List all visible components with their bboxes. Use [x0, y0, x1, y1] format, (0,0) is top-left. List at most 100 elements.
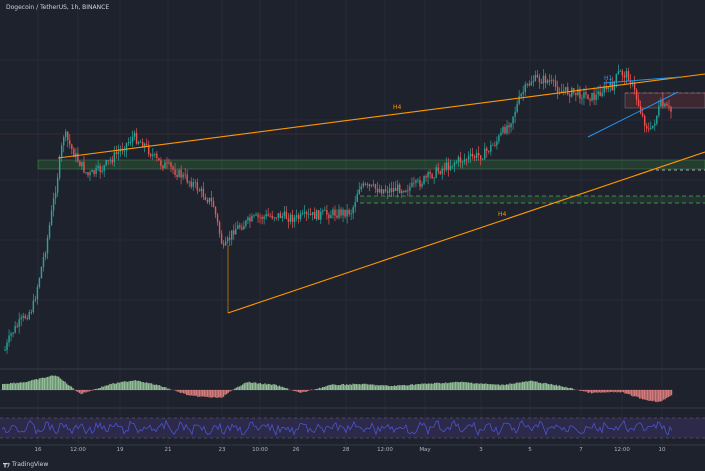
candle-body — [536, 74, 539, 78]
osc-bar — [214, 390, 217, 398]
candle-body — [348, 210, 350, 215]
osc-bar — [405, 385, 407, 390]
osc-bar — [251, 383, 253, 390]
osc-bar — [5, 383, 7, 390]
candle-body — [295, 215, 298, 218]
candle-body — [601, 92, 603, 97]
candle-body — [87, 172, 89, 176]
osc-bar — [549, 384, 551, 390]
candle-body — [154, 153, 156, 155]
candle-body — [619, 70, 622, 72]
upper-trendline-label[interactable]: H4 — [393, 104, 402, 111]
osc-bar — [112, 383, 114, 390]
upper-trendline[interactable] — [57, 73, 705, 159]
candle-body — [158, 158, 160, 161]
candle-body — [34, 299, 37, 301]
channel-label[interactable]: H1 — [604, 75, 613, 82]
candle-body — [52, 198, 55, 211]
osc-bar — [130, 380, 132, 390]
osc-bar — [80, 390, 82, 395]
candle-body — [364, 183, 367, 185]
candle-body — [26, 318, 28, 319]
osc-bar — [258, 383, 260, 390]
osc-bar — [139, 381, 141, 390]
osc-bar — [208, 390, 210, 398]
osc-bar — [507, 384, 509, 390]
drawings[interactable]: H4 H4 H1 — [57, 73, 705, 314]
candle-body — [190, 181, 192, 187]
osc-bar — [530, 380, 532, 390]
osc-bar — [381, 385, 383, 390]
candle-body — [585, 92, 587, 95]
lower-trendline-label[interactable]: H4 — [498, 211, 507, 218]
osc-bar — [21, 382, 23, 390]
osc-bar — [402, 385, 404, 390]
osc-bar — [109, 383, 111, 390]
candle-body — [107, 160, 109, 162]
candle-body — [595, 94, 597, 100]
osc-bar — [40, 377, 42, 390]
candle-body — [257, 214, 259, 218]
osc-bar — [328, 384, 330, 390]
osc-bar — [634, 390, 636, 397]
candle-body — [113, 152, 116, 163]
channel-line-lower[interactable] — [587, 91, 679, 138]
osc-bar — [637, 390, 639, 397]
osc-bar — [298, 390, 300, 393]
osc-bar — [157, 385, 159, 390]
osc-bar — [59, 378, 61, 390]
osc-bar — [26, 382, 28, 390]
osc-bar — [150, 383, 153, 390]
candle-body — [431, 174, 433, 178]
candle-body — [411, 182, 413, 187]
osc-bar — [483, 383, 485, 390]
candle-body — [289, 214, 292, 222]
candle-body — [259, 217, 261, 218]
candle-body — [83, 161, 85, 173]
candle-body — [512, 116, 514, 124]
candle-body — [360, 186, 362, 190]
osc-bar — [482, 383, 484, 390]
osc-bar — [70, 386, 73, 390]
tradingview-brand[interactable]: TradingView — [3, 461, 48, 468]
osc-bar — [261, 384, 263, 390]
lower-trendline[interactable] — [227, 151, 705, 314]
osc-bar — [486, 383, 489, 390]
osc-bar — [459, 382, 461, 390]
osc-bar — [600, 390, 602, 393]
osc-bar — [8, 383, 10, 390]
osc-bar — [315, 388, 317, 390]
osc-bar — [517, 382, 519, 390]
osc-bar — [278, 385, 281, 390]
candle-body — [492, 144, 494, 146]
osc-bar — [104, 385, 106, 390]
candle-body — [172, 166, 174, 170]
x-axis: 16 12:00 19 21 23 10:00 26 28 12:00 May 3 5 7 12:00 10 — [35, 447, 666, 453]
candle-body — [202, 188, 205, 197]
osc-bar — [518, 382, 521, 390]
candle-body — [463, 159, 466, 162]
osc-bar — [165, 387, 167, 390]
candle-body — [544, 75, 547, 83]
candle-body — [500, 132, 502, 136]
candle-body — [216, 214, 219, 223]
candle-body — [546, 80, 549, 83]
candle-body — [42, 257, 45, 267]
symbol-title[interactable]: Dogecoin / TetherUS, 1h, BINANCE — [6, 4, 110, 11]
candle-body — [550, 80, 553, 82]
osc-bar — [318, 387, 321, 390]
osc-bar — [286, 388, 289, 390]
candle-body — [249, 217, 251, 222]
candle-body — [156, 153, 158, 159]
osc-bar — [246, 382, 249, 390]
candle-body — [589, 99, 591, 101]
candle-body — [24, 315, 26, 319]
osc-bar — [478, 383, 481, 390]
osc-bar — [6, 383, 9, 390]
candle-body — [314, 212, 316, 220]
channel-line-upper[interactable] — [603, 76, 681, 84]
osc-bar — [597, 390, 599, 393]
osc-bar — [435, 382, 437, 390]
